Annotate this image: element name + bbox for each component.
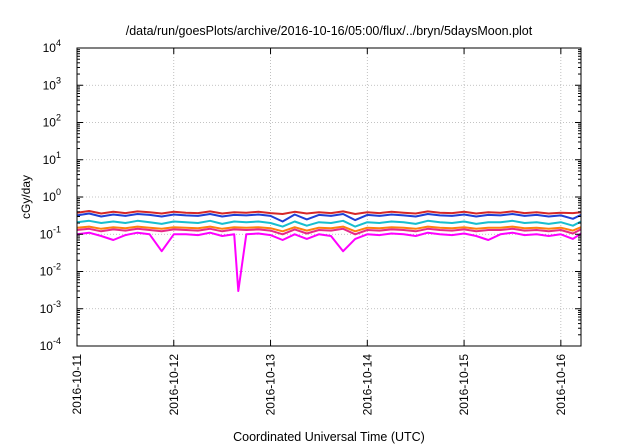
x-tick-label: 2016-10-14: [360, 354, 374, 416]
series-layer: [76, 210, 582, 292]
series-line: [76, 210, 582, 215]
series-line: [76, 231, 582, 292]
y-tick-exponent: 0: [56, 187, 61, 197]
y-tick-exponent: 3: [56, 75, 61, 85]
y-tick-label: 102: [43, 113, 61, 130]
y-tick-exponent: -1: [53, 224, 61, 234]
x-tick-label: 2016-10-12: [167, 354, 181, 416]
series-line: [76, 227, 582, 236]
x-tick-label: 2016-10-16: [554, 354, 568, 416]
grid: [76, 48, 581, 346]
y-tick-label: 10-1: [40, 224, 61, 241]
x-tick-label: 2016-10-15: [457, 354, 471, 416]
y-tick-label: 10-2: [40, 262, 61, 279]
x-axis: 2016-10-11 2016-10-12 2016-10-13 2016-10-14…: [70, 48, 568, 415]
y-axis-label: cGy/day: [19, 175, 33, 219]
y-tick-label: 103: [43, 75, 61, 92]
y-tick-exponent: 2: [56, 113, 61, 123]
y-tick-exponent: 1: [56, 150, 61, 160]
series-line: [76, 225, 582, 233]
y-tick-label: 100: [43, 187, 61, 204]
y-tick-label: 101: [43, 150, 61, 167]
chart-title: /data/run/goesPlots/archive/2016-10-16/0…: [126, 24, 533, 38]
series-line: [76, 212, 582, 223]
y-tick-label: 10-4: [40, 336, 61, 353]
series-line: [76, 219, 582, 228]
x-tick-label: 2016-10-13: [264, 354, 278, 416]
x-axis-label: Coordinated Universal Time (UTC): [233, 430, 425, 444]
y-tick-exponent: -4: [53, 336, 61, 346]
y-tick-label: 104: [43, 38, 61, 55]
y-tick-label: 10-3: [40, 299, 61, 316]
y-tick-exponent: 4: [56, 38, 61, 48]
y-tick-exponent: -3: [53, 299, 61, 309]
y-tick-exponent: -2: [53, 262, 61, 272]
x-tick-label: 2016-10-11: [70, 354, 84, 415]
